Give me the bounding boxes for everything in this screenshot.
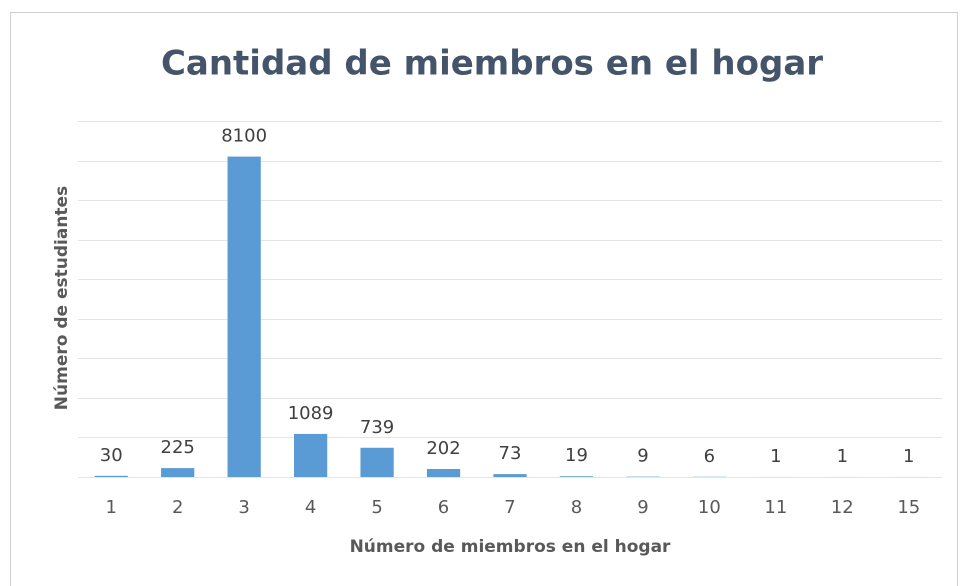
data-label: 202 <box>426 438 460 459</box>
data-label: 9 <box>637 446 648 467</box>
bar <box>161 468 195 477</box>
x-tick-label: 6 <box>438 497 449 518</box>
x-tick-label: 4 <box>305 497 316 518</box>
data-label: 19 <box>565 445 588 466</box>
data-label: 1 <box>903 446 914 467</box>
chart-border <box>10 12 958 586</box>
data-label: 8100 <box>221 126 267 147</box>
x-tick-label: 15 <box>897 497 920 518</box>
data-label: 1 <box>837 446 848 467</box>
x-tick-label: 8 <box>571 497 582 518</box>
x-tick-label: 11 <box>764 497 787 518</box>
bar <box>426 469 461 477</box>
x-tick-label: 5 <box>371 497 382 518</box>
data-label: 1089 <box>288 403 334 424</box>
x-tick-label: 9 <box>637 497 648 518</box>
bar <box>360 447 394 477</box>
data-label: 739 <box>360 417 394 438</box>
data-label: 6 <box>704 446 715 467</box>
chart-title: Cantidad de miembros en el hogar <box>161 44 823 84</box>
x-tick-label: 10 <box>698 497 721 518</box>
data-label: 1 <box>770 446 781 467</box>
y-axis-title: Número de estudiantes <box>52 186 72 410</box>
bar <box>559 476 594 477</box>
data-label: 73 <box>499 443 522 464</box>
x-tick-label: 3 <box>238 497 249 518</box>
x-axis-title: Número de miembros en el hogar <box>350 537 671 557</box>
x-tick-label: 1 <box>106 497 117 518</box>
data-label: 30 <box>100 445 123 466</box>
data-label: 225 <box>161 437 195 458</box>
x-tick-label: 7 <box>504 497 515 518</box>
bar <box>493 474 527 477</box>
x-tick-label: 2 <box>172 497 183 518</box>
bar <box>227 156 261 477</box>
bar <box>94 475 128 477</box>
x-tick-label: 12 <box>831 497 854 518</box>
bar <box>294 433 328 477</box>
